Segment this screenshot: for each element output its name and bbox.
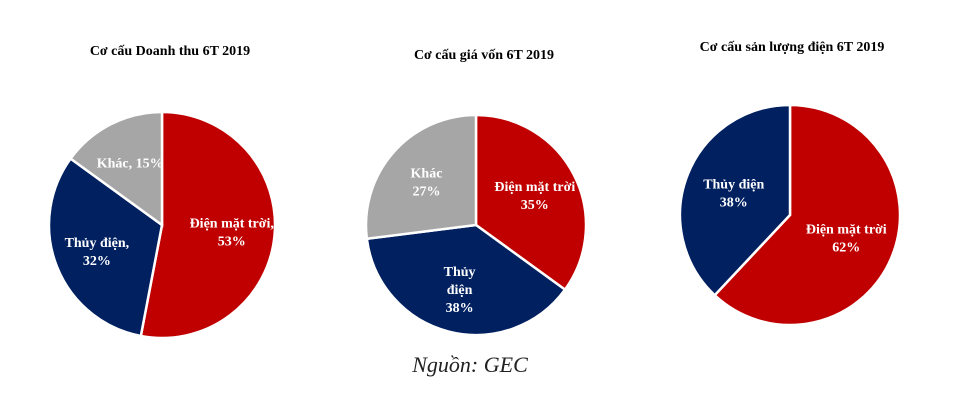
- pie-slice-1-2: [364, 113, 478, 241]
- pie-slice-2-1: [678, 103, 792, 297]
- pie-slice-1-0: [474, 113, 588, 292]
- slice-label-0-0: Điện mặt trời, 53%: [190, 217, 274, 250]
- pie-slice-0-1: [47, 156, 164, 338]
- pie-slice-0-0: [139, 110, 277, 340]
- slice-label-0-2: Khác, 15%: [97, 157, 164, 172]
- slice-label-0-1: Thủy điện, 32%: [65, 236, 130, 269]
- pie-slice-0-2: [68, 110, 164, 228]
- chart-title-cogs: Cơ cấu giá vốn 6T 2019: [413, 48, 555, 63]
- slice-label-2-0: Điện mặt trời 62%: [806, 222, 887, 255]
- slice-label-1-1: Thủy điện 38%: [444, 265, 476, 316]
- source-note: Nguồn: GEC: [412, 352, 528, 377]
- slice-label-1-0: Điện mặt trời 35%: [494, 180, 575, 213]
- pie-slice-1-1: [365, 223, 567, 337]
- chart-title-output: Cơ cấu sản lượng điện 6T 2019: [699, 40, 885, 55]
- chart-title-revenue: Cơ cấu Doanh thu 6T 2019: [89, 44, 251, 59]
- pie-slice-2-0: [712, 103, 902, 327]
- slice-label-1-2: Khác 27%: [411, 166, 443, 199]
- slice-label-2-1: Thủy điện 38%: [703, 178, 764, 211]
